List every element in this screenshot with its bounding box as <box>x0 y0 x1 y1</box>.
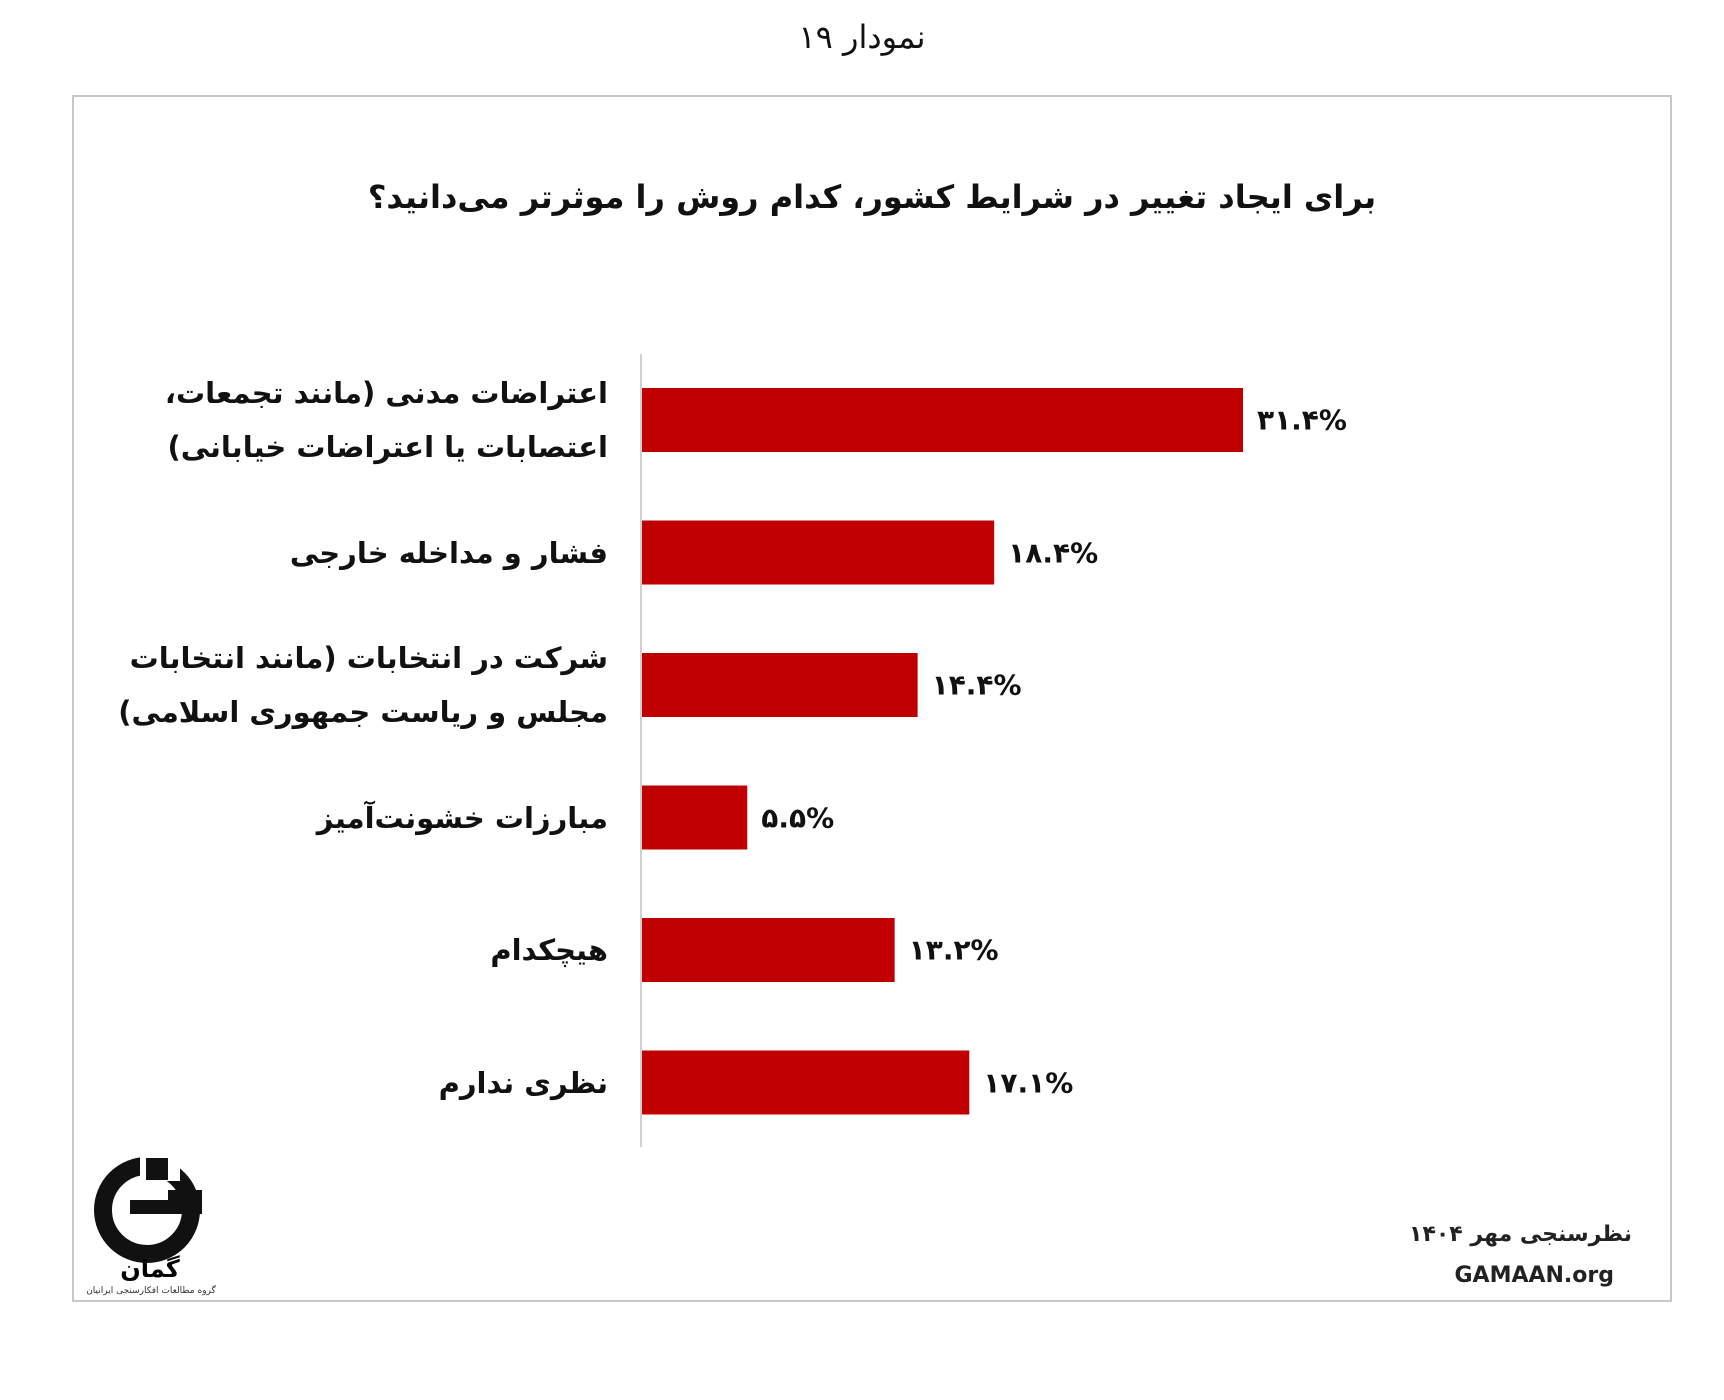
bar <box>642 918 895 982</box>
bar <box>642 785 748 850</box>
value-label: ۵.۵% <box>761 801 835 834</box>
chart-frame <box>72 95 1672 1302</box>
category-label: مبارزات خشونت‌آمیز <box>316 800 608 835</box>
chart-title: برای ایجاد تغییر در شرایط کشور، کدام روش… <box>367 178 1377 216</box>
category-label: اعتراضات مدنی (مانند تجمعات، اعتصابات یا… <box>164 376 608 464</box>
logo-name: گمان <box>120 1255 180 1283</box>
value-label: ۱۷.۱% <box>983 1066 1074 1099</box>
bar <box>642 653 918 717</box>
category-label: فشار و مداخله خارجی <box>289 535 608 570</box>
bar <box>642 520 995 585</box>
bar <box>642 1050 970 1115</box>
bar <box>642 388 1243 452</box>
website: GAMAAN.org <box>1454 1263 1614 1288</box>
value-label: ۱۸.۴% <box>1008 536 1099 569</box>
survey-date: نظرسنجی مهر ۱۴۰۴ <box>1409 1222 1632 1247</box>
logo-mark <box>94 1155 202 1263</box>
page-title: نمودار ۱۹ <box>798 18 926 56</box>
category-label: نظری ندارم <box>438 1065 608 1100</box>
value-label: ۳۱.۴% <box>1256 403 1347 437</box>
logo-tagline: گروه مطالعات افکارسنجی ایرانیان <box>86 1286 216 1296</box>
category-label: هیچکدام <box>490 933 608 967</box>
value-label: ۱۳.۲% <box>908 933 999 967</box>
category-label: شرکت در انتخابات (مانند انتخابات مجلس و … <box>118 641 608 729</box>
value-label: ۱۴.۴% <box>931 668 1022 702</box>
